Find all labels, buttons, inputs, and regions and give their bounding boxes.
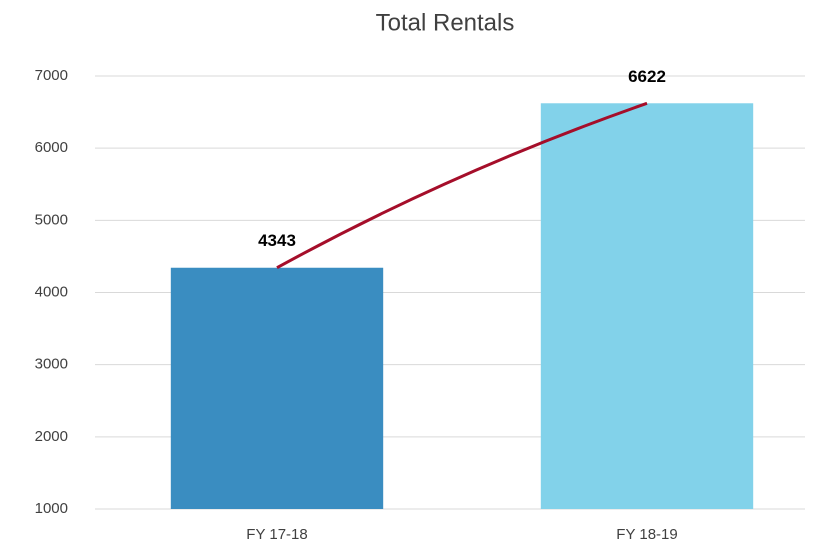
bar — [540, 103, 754, 510]
y-tick-label: 3000 — [35, 356, 68, 373]
chart-title: Total Rentals — [376, 9, 515, 36]
bar — [170, 267, 384, 509]
y-tick-label: 2000 — [35, 428, 68, 445]
data-label: 6622 — [628, 67, 666, 86]
y-tick-label: 4000 — [35, 283, 68, 300]
data-label: 4343 — [258, 231, 296, 250]
x-tick-label: FY 18-19 — [616, 526, 677, 543]
y-tick-label: 6000 — [35, 139, 68, 156]
y-tick-label: 7000 — [35, 67, 68, 84]
y-tick-label: 1000 — [35, 500, 68, 517]
y-tick-label: 5000 — [35, 211, 68, 228]
trend-line — [276, 101, 648, 270]
x-tick-label: FY 17-18 — [246, 526, 307, 543]
